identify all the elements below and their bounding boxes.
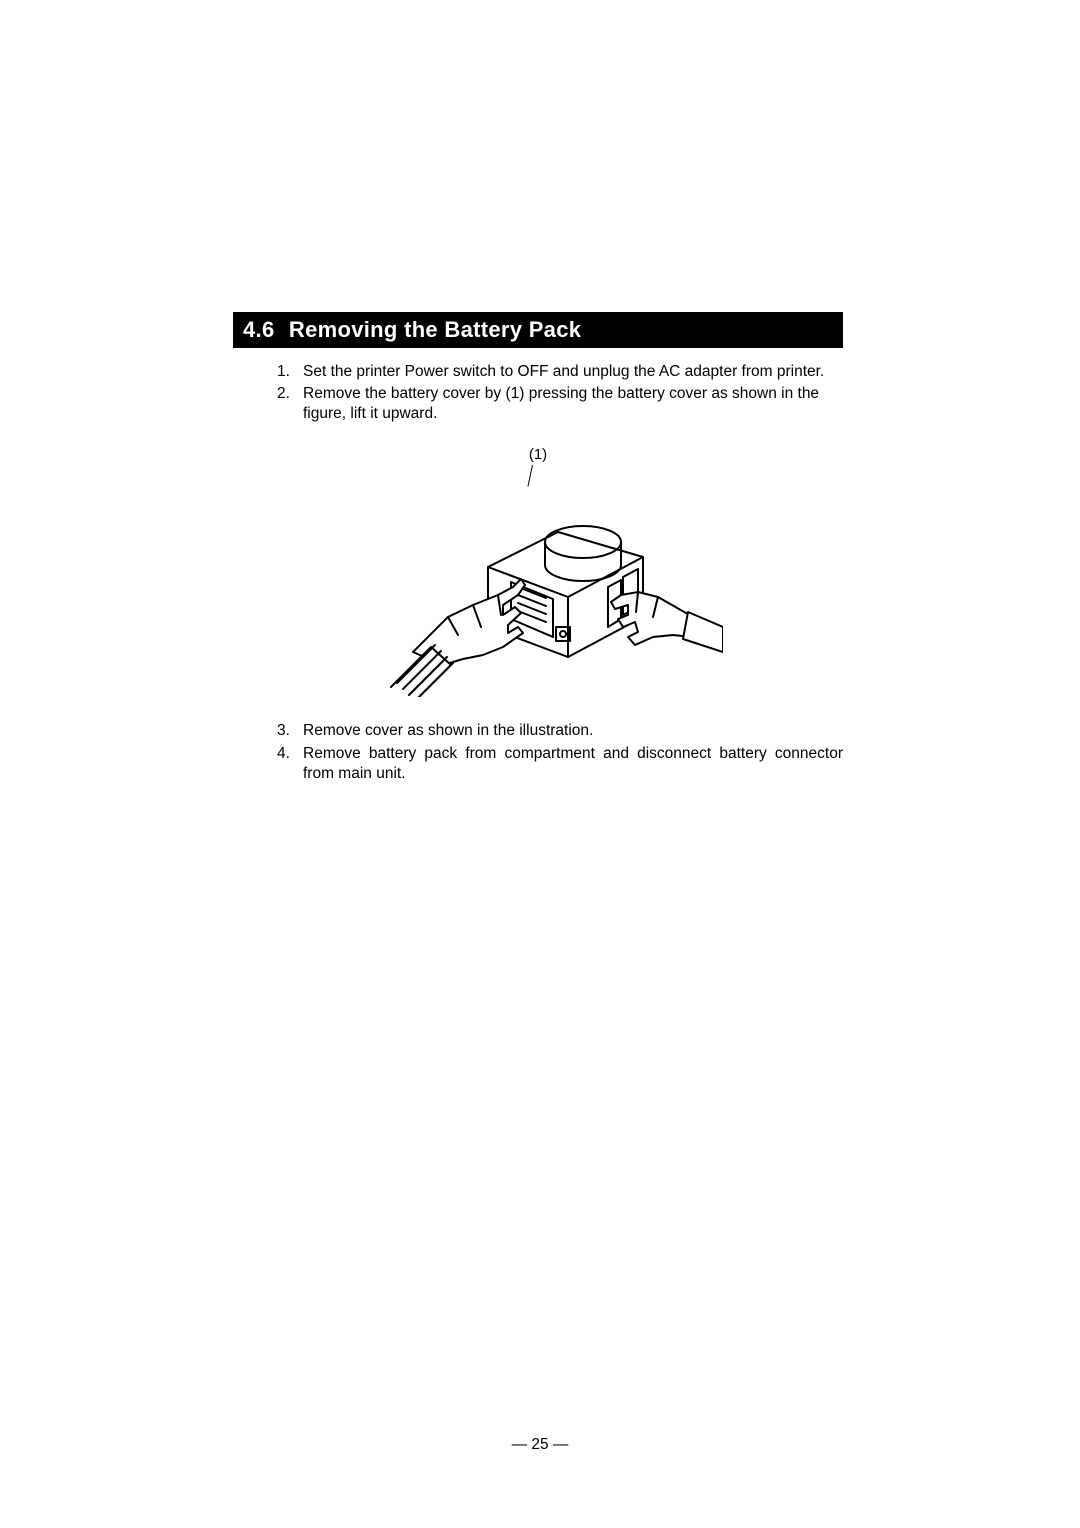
figure-callout-label: (1) bbox=[353, 446, 723, 463]
step-item: 3. Remove cover as shown in the illustra… bbox=[277, 721, 843, 741]
figure-leader-line bbox=[527, 465, 533, 487]
printer-illustration bbox=[353, 487, 723, 697]
step-number: 3. bbox=[277, 721, 290, 741]
step-text: Set the printer Power switch to OFF and … bbox=[303, 363, 824, 380]
step-number: 2. bbox=[277, 384, 290, 404]
step-number: 4. bbox=[277, 744, 290, 764]
steps-lower: 3. Remove cover as shown in the illustra… bbox=[233, 721, 843, 783]
figure-inner: (1) bbox=[353, 446, 723, 697]
step-text: Remove battery pack from compartment and… bbox=[303, 745, 843, 782]
page-content: 4.6 Removing the Battery Pack 1. Set the… bbox=[233, 312, 843, 786]
section-number: 4.6 bbox=[243, 317, 274, 343]
step-item: 2. Remove the battery cover by (1) press… bbox=[277, 384, 843, 424]
figure-container: (1) bbox=[233, 446, 843, 697]
step-text: Remove the battery cover by (1) pressing… bbox=[303, 385, 819, 422]
step-number: 1. bbox=[277, 362, 290, 382]
section-header: 4.6 Removing the Battery Pack bbox=[233, 312, 843, 348]
step-item: 4. Remove battery pack from compartment … bbox=[277, 744, 843, 784]
section-title: Removing the Battery Pack bbox=[289, 317, 581, 342]
step-text: Remove cover as shown in the illustratio… bbox=[303, 722, 593, 739]
page-number: — 25 — bbox=[0, 1436, 1080, 1454]
steps-upper: 1. Set the printer Power switch to OFF a… bbox=[233, 362, 843, 424]
step-item: 1. Set the printer Power switch to OFF a… bbox=[277, 362, 843, 382]
